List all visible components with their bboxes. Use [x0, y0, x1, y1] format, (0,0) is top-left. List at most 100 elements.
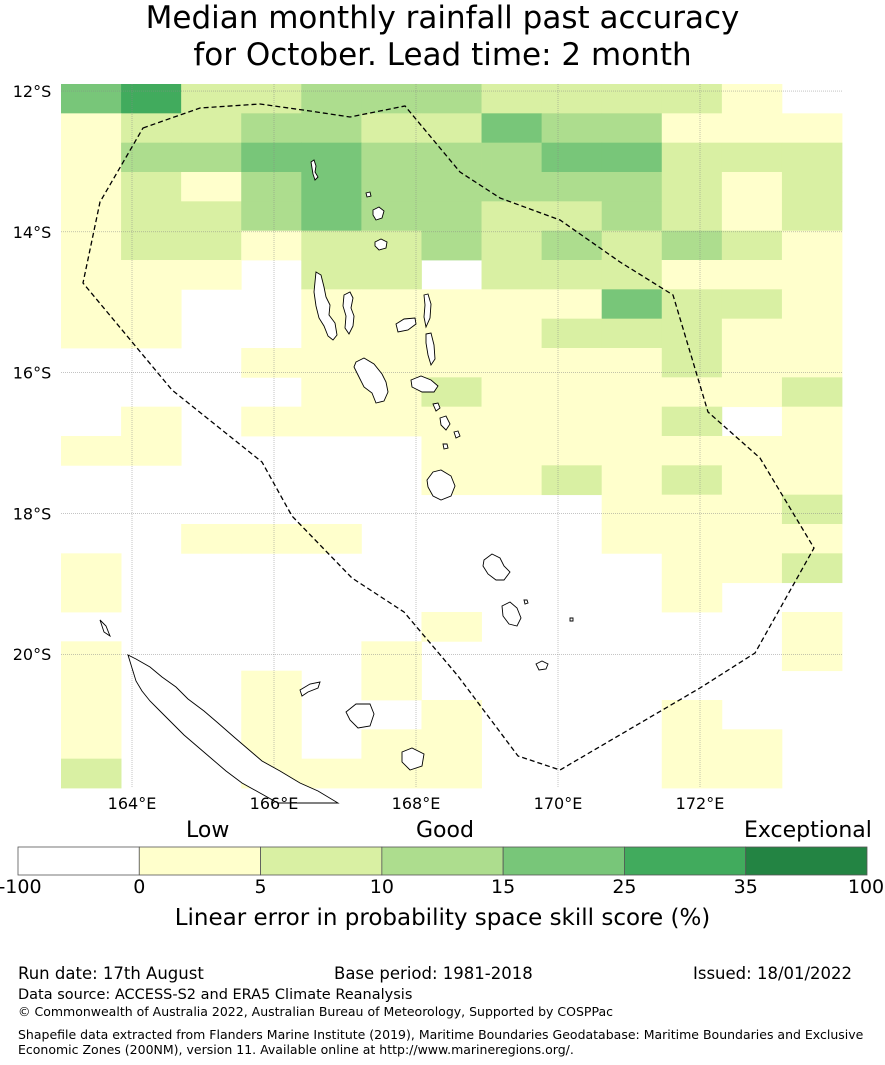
skill-cell — [541, 172, 603, 202]
skill-cell — [421, 289, 482, 320]
island-efate — [426, 469, 456, 501]
skill-cell — [421, 142, 482, 173]
skill-cell — [661, 142, 723, 173]
skill-cell — [661, 524, 723, 554]
colorbar-tick-label: 10 — [369, 876, 394, 898]
skill-cell — [661, 436, 723, 466]
skill-cell — [121, 113, 182, 144]
colorbar-swatch — [502, 846, 625, 876]
skill-cell — [121, 289, 182, 320]
skill-cell — [781, 201, 843, 232]
colorbar-tick-label: 0 — [133, 876, 146, 898]
skill-cell — [541, 436, 603, 466]
skill-cell — [121, 436, 182, 466]
skill-cell — [301, 758, 362, 789]
skill-cell — [541, 465, 603, 496]
skill-cell — [181, 201, 242, 232]
skill-cell — [601, 524, 663, 554]
skill-cell — [781, 612, 843, 642]
colorbar-swatch — [138, 846, 261, 876]
lat-label: 20°S — [13, 645, 52, 664]
skill-cell — [781, 377, 843, 408]
skill-cell — [301, 377, 362, 408]
skill-cell — [541, 318, 603, 349]
skill-cell — [121, 406, 182, 437]
skill-cell — [481, 260, 543, 290]
title-line-2: for October. Lead time: 2 month — [193, 37, 692, 73]
skill-cell — [661, 230, 723, 261]
skill-cell — [301, 201, 362, 232]
colorbar — [17, 846, 868, 876]
skill-cell — [241, 113, 302, 144]
skill-cell — [301, 172, 362, 202]
coastlines — [99, 159, 574, 804]
eez-boundary — [82, 103, 815, 771]
skill-cell — [541, 201, 603, 232]
skill-cell — [601, 348, 663, 378]
skill-cell — [721, 377, 783, 408]
skill-cell — [361, 230, 422, 261]
skill-cell — [601, 260, 663, 290]
island-tanna — [501, 601, 522, 627]
colorbar-swatch — [17, 846, 140, 876]
skill-cell — [661, 348, 723, 378]
skill-cell — [721, 465, 783, 496]
island-ouvea — [299, 681, 321, 697]
skill-cell — [361, 406, 422, 437]
island-espiritu-santo — [313, 271, 338, 341]
island-ureparapara — [365, 191, 372, 198]
skill-cell — [661, 377, 723, 408]
title-line-1: Median monthly rainfall past accuracy — [145, 0, 740, 36]
skill-cell — [421, 700, 482, 730]
skill-cell — [601, 201, 663, 232]
skill-cell — [181, 260, 242, 290]
skill-cell — [721, 436, 783, 466]
skill-cell — [301, 113, 362, 144]
skill-cell — [301, 230, 362, 261]
skill-cell — [481, 84, 543, 114]
skill-cell — [121, 230, 182, 261]
skill-cell — [601, 230, 663, 261]
skill-cell — [421, 201, 482, 232]
skill-cell — [421, 729, 482, 760]
lat-label: 14°S — [13, 223, 52, 242]
skill-cell — [121, 260, 182, 290]
skill-cell — [541, 84, 603, 114]
skill-cell — [361, 260, 422, 290]
colorbar-label-low: Low — [186, 818, 230, 843]
island-aniwa — [523, 599, 529, 605]
skill-cell — [661, 553, 723, 584]
skill-cell — [661, 172, 723, 202]
skill-cell — [241, 230, 302, 261]
skill-cell — [781, 142, 843, 173]
colorbar-tick-label: 25 — [612, 876, 637, 898]
skill-cell — [361, 113, 422, 144]
skill-cell — [601, 465, 663, 496]
skill-cell — [601, 494, 663, 525]
colorbar-tick-label: 100 — [847, 876, 885, 898]
skill-cell — [121, 318, 182, 349]
latitude-labels: 12°S 14°S 16°S 18°S 20°S — [13, 82, 52, 664]
map-title: Median monthly rainfall past accuracy fo… — [0, 0, 885, 74]
skill-cell — [721, 84, 783, 114]
skill-cell — [781, 230, 843, 261]
shapefile-credit-line-2: Economic Zones (200NM), version 11. Avai… — [18, 1042, 574, 1057]
island-lifou — [345, 703, 375, 729]
skill-cell — [781, 260, 843, 290]
colorbar-label-good: Good — [416, 818, 474, 843]
skill-cell — [421, 172, 482, 202]
skill-cell — [181, 142, 242, 173]
skill-cell — [721, 524, 783, 554]
skill-cell — [661, 729, 723, 760]
skill-cell — [661, 494, 723, 525]
skill-cell — [601, 289, 663, 320]
skill-cell — [481, 348, 543, 378]
colorbar-title: Linear error in probability space skill … — [174, 905, 711, 931]
skill-cell — [241, 670, 302, 701]
skill-cell — [601, 406, 663, 437]
skill-cell — [601, 113, 663, 144]
skill-cell — [421, 230, 482, 261]
skill-cell — [721, 318, 783, 349]
skill-cell — [421, 758, 482, 789]
skill-cell — [61, 670, 122, 701]
